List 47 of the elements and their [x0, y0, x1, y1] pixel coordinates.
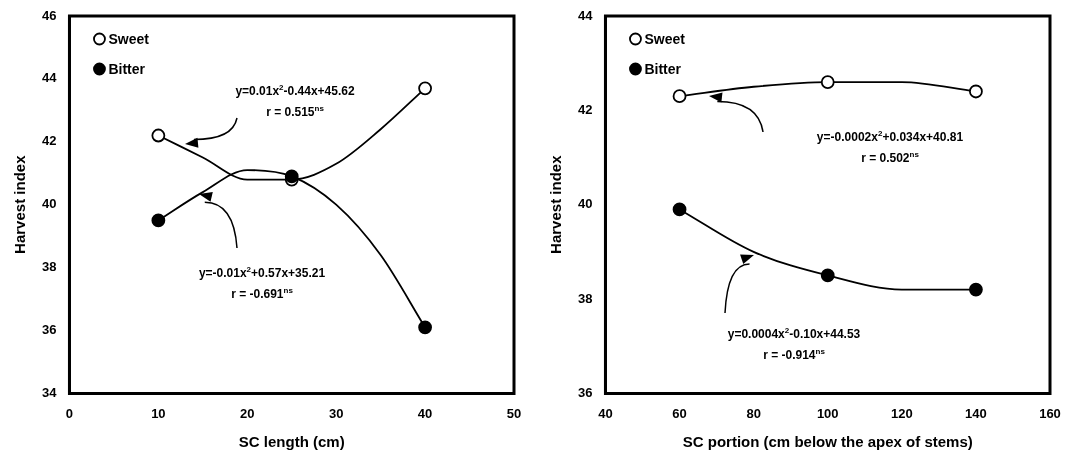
point	[820, 268, 835, 283]
annotation: y=-0.0002x$^{2}$+0.034x+40.81 r = 0.502$^{ns}$	[816, 128, 964, 167]
y-axis-title: Harvest index	[547, 154, 565, 254]
point	[151, 128, 166, 143]
y-axis-title: Harvest index	[11, 154, 29, 254]
y-tick-label: 34	[41, 384, 58, 400]
point	[969, 84, 983, 99]
y-tick-label: 44	[41, 70, 58, 86]
x-tick-label: 140	[965, 405, 987, 421]
y-tick-label: 44	[577, 7, 594, 23]
y-tick-label: 42	[41, 133, 57, 149]
y-tick-label: 36	[41, 322, 57, 338]
x-tick-label: 40	[598, 405, 613, 421]
annotation: y=0.01x$^{2}$-0.44x+45.62 r = 0.515$^{ns}$	[235, 82, 355, 121]
legend-label: Sweet	[108, 30, 150, 47]
x-tick-label: 0	[65, 405, 74, 421]
y-tick-label: 40	[41, 196, 57, 212]
annotation: y=-0.01x$^{2}$+0.57x+35.21 r = -0.691$^{ns}$	[198, 264, 326, 303]
point	[418, 81, 432, 96]
point	[151, 213, 166, 228]
x-tick-label: 80	[746, 405, 761, 421]
legend-label: Bitter	[108, 60, 146, 77]
x-tick-label: 100	[816, 405, 839, 421]
x-tick-label: 10	[151, 405, 166, 421]
x-axis-title: SC length (cm)	[238, 433, 345, 451]
y-tick-label: 42	[577, 101, 593, 117]
y-tick-label: 40	[577, 196, 593, 212]
x-tick-label: 160	[1039, 405, 1061, 421]
legend-label: Bitter	[644, 60, 682, 77]
y-tick-label: 38	[577, 290, 593, 306]
y-tick-label: 46	[41, 7, 57, 23]
x-tick-label: 60	[672, 405, 687, 421]
point	[672, 202, 687, 217]
point	[969, 282, 983, 297]
x-axis-title: SC portion (cm below the apex of stems)	[682, 433, 973, 451]
x-tick-label: 30	[328, 405, 344, 421]
x-tick-label: 20	[240, 405, 255, 421]
x-tick-label: 50	[506, 405, 522, 421]
legend-label: Sweet	[644, 30, 686, 47]
point	[418, 320, 432, 335]
annotation: y=0.0004x$^{2}$-0.10x+44.53 r = -0.914$^{ns}$	[727, 325, 861, 364]
point	[820, 75, 835, 89]
point	[672, 89, 687, 104]
x-tick-label: 40	[417, 405, 433, 421]
x-tick-label: 120	[890, 405, 913, 421]
y-tick-label: 36	[577, 384, 593, 400]
y-tick-label: 38	[41, 259, 57, 275]
